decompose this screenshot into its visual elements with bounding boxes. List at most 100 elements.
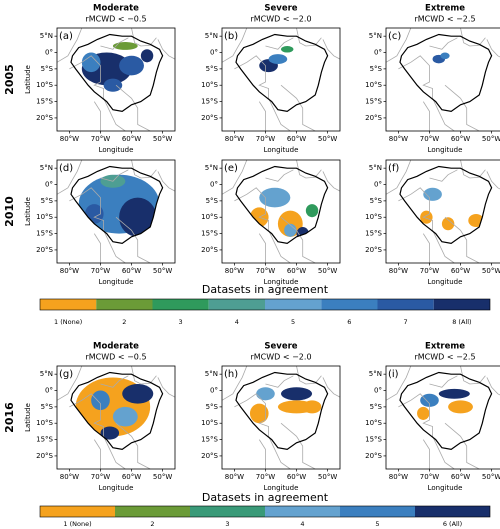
map-background xyxy=(386,160,500,263)
x-tick-label: 50°W xyxy=(153,135,172,143)
y-tick-label: 0° xyxy=(210,387,218,395)
panel-subtitle: rMCWD < −2.0 xyxy=(250,353,311,362)
country-border xyxy=(486,377,500,396)
country-border xyxy=(221,365,248,401)
colorbar-segment xyxy=(115,506,190,517)
agreement-patch xyxy=(91,390,110,411)
y-tick-label: 10°S xyxy=(365,81,382,89)
country-border xyxy=(69,55,126,132)
x-tick-label: 70°W xyxy=(256,267,275,275)
y-tick-label: 20°S xyxy=(201,452,218,460)
y-tick-label: 0° xyxy=(45,387,53,395)
x-tick-label: 80°W xyxy=(225,267,244,275)
colorbar-label: 6 xyxy=(347,318,351,326)
country-border xyxy=(280,216,316,264)
x-axis-label: Longitude xyxy=(428,278,463,286)
y-tick-label: 10°S xyxy=(36,419,53,427)
country-border xyxy=(115,422,151,470)
y-tick-label: 15°S xyxy=(36,230,53,238)
colorbar-segment xyxy=(415,506,490,517)
agreement-patch xyxy=(256,387,275,401)
colorbar-segment xyxy=(265,299,322,310)
x-tick-label: 50°W xyxy=(153,473,172,481)
agreement-patch xyxy=(448,400,473,414)
colorbar-segment xyxy=(208,299,265,310)
panel-title: Extreme xyxy=(425,4,465,14)
axes-frame xyxy=(385,159,500,264)
colorbar-label: 2 xyxy=(122,318,126,326)
basin-outline xyxy=(399,165,493,245)
y-tick-label: 20°S xyxy=(201,246,218,254)
agreement-patch xyxy=(281,387,313,401)
colorbar-frame xyxy=(39,298,491,311)
y-axis-label: Latitude xyxy=(24,403,32,432)
agreement-patch xyxy=(440,52,450,60)
country-border xyxy=(258,439,266,469)
country-border xyxy=(100,169,129,182)
country-border xyxy=(385,159,412,195)
country-border xyxy=(429,375,458,388)
x-tick-label: 50°W xyxy=(318,135,337,143)
panel-letter: (c) xyxy=(388,31,401,42)
country-border xyxy=(265,375,294,388)
axes-frame xyxy=(56,27,176,132)
y-tick-label: 5°N xyxy=(205,370,218,378)
x-tick-label: 80°W xyxy=(389,267,408,275)
panel-title: Moderate xyxy=(93,4,139,14)
y-tick-label: 5°S xyxy=(370,403,383,411)
basin-outline xyxy=(399,371,493,451)
country-border xyxy=(422,233,430,263)
y-tick-label: 10°S xyxy=(36,81,53,89)
y-tick-label: 0° xyxy=(374,181,382,189)
x-tick-label: 50°W xyxy=(153,267,172,275)
panel-letter: (h) xyxy=(224,369,238,380)
agreement-patch xyxy=(438,388,470,399)
country-border xyxy=(398,187,455,264)
y-tick-label: 5°N xyxy=(40,164,53,172)
panel-letter: (d) xyxy=(59,163,73,174)
agreement-patches xyxy=(75,377,154,440)
x-axis-label: Longitude xyxy=(264,278,299,286)
y-tick-label: 15°S xyxy=(365,230,382,238)
x-tick-label: 50°W xyxy=(482,267,500,275)
colorbar-segment xyxy=(40,299,97,310)
panel-title: Severe xyxy=(264,4,297,14)
country-border xyxy=(100,375,129,388)
y-tick-label: 5°N xyxy=(369,32,382,40)
country-border xyxy=(422,439,430,469)
colorbar-label: 8 (All) xyxy=(452,318,471,326)
y-tick-label: 15°S xyxy=(365,98,382,106)
y-tick-label: 5°S xyxy=(41,403,54,411)
country-border xyxy=(56,365,83,401)
country-border xyxy=(93,439,101,469)
y-axis-label: Latitude xyxy=(24,65,32,94)
y-tick-label: 5°S xyxy=(41,197,54,205)
year-label: 2016 xyxy=(3,402,16,433)
y-tick-label: 15°S xyxy=(201,436,218,444)
y-tick-label: 5°S xyxy=(41,65,54,73)
x-axis-label: Longitude xyxy=(264,146,299,154)
y-tick-label: 10°S xyxy=(201,81,218,89)
basin-outline xyxy=(235,165,329,245)
map-background xyxy=(222,160,340,263)
x-tick-label: 70°W xyxy=(91,267,110,275)
country-border xyxy=(157,377,176,398)
x-tick-label: 80°W xyxy=(60,135,79,143)
panel-letter: (a) xyxy=(59,31,73,42)
colorbar-segment xyxy=(340,506,415,517)
colorbar-segment xyxy=(377,299,434,310)
agreement-patch xyxy=(119,197,157,237)
basin-outline xyxy=(70,165,164,245)
axes-frame xyxy=(385,27,500,132)
country-border xyxy=(322,377,341,398)
y-tick-label: 15°S xyxy=(36,436,53,444)
y-tick-label: 5°N xyxy=(205,164,218,172)
country-border xyxy=(56,27,83,63)
basin-outline xyxy=(235,371,329,451)
x-axis-label: Longitude xyxy=(428,484,463,492)
x-tick-label: 50°W xyxy=(482,473,500,481)
agreement-patches xyxy=(81,42,154,92)
country-border xyxy=(280,422,316,470)
country-border xyxy=(444,84,480,132)
country-border xyxy=(429,169,458,182)
